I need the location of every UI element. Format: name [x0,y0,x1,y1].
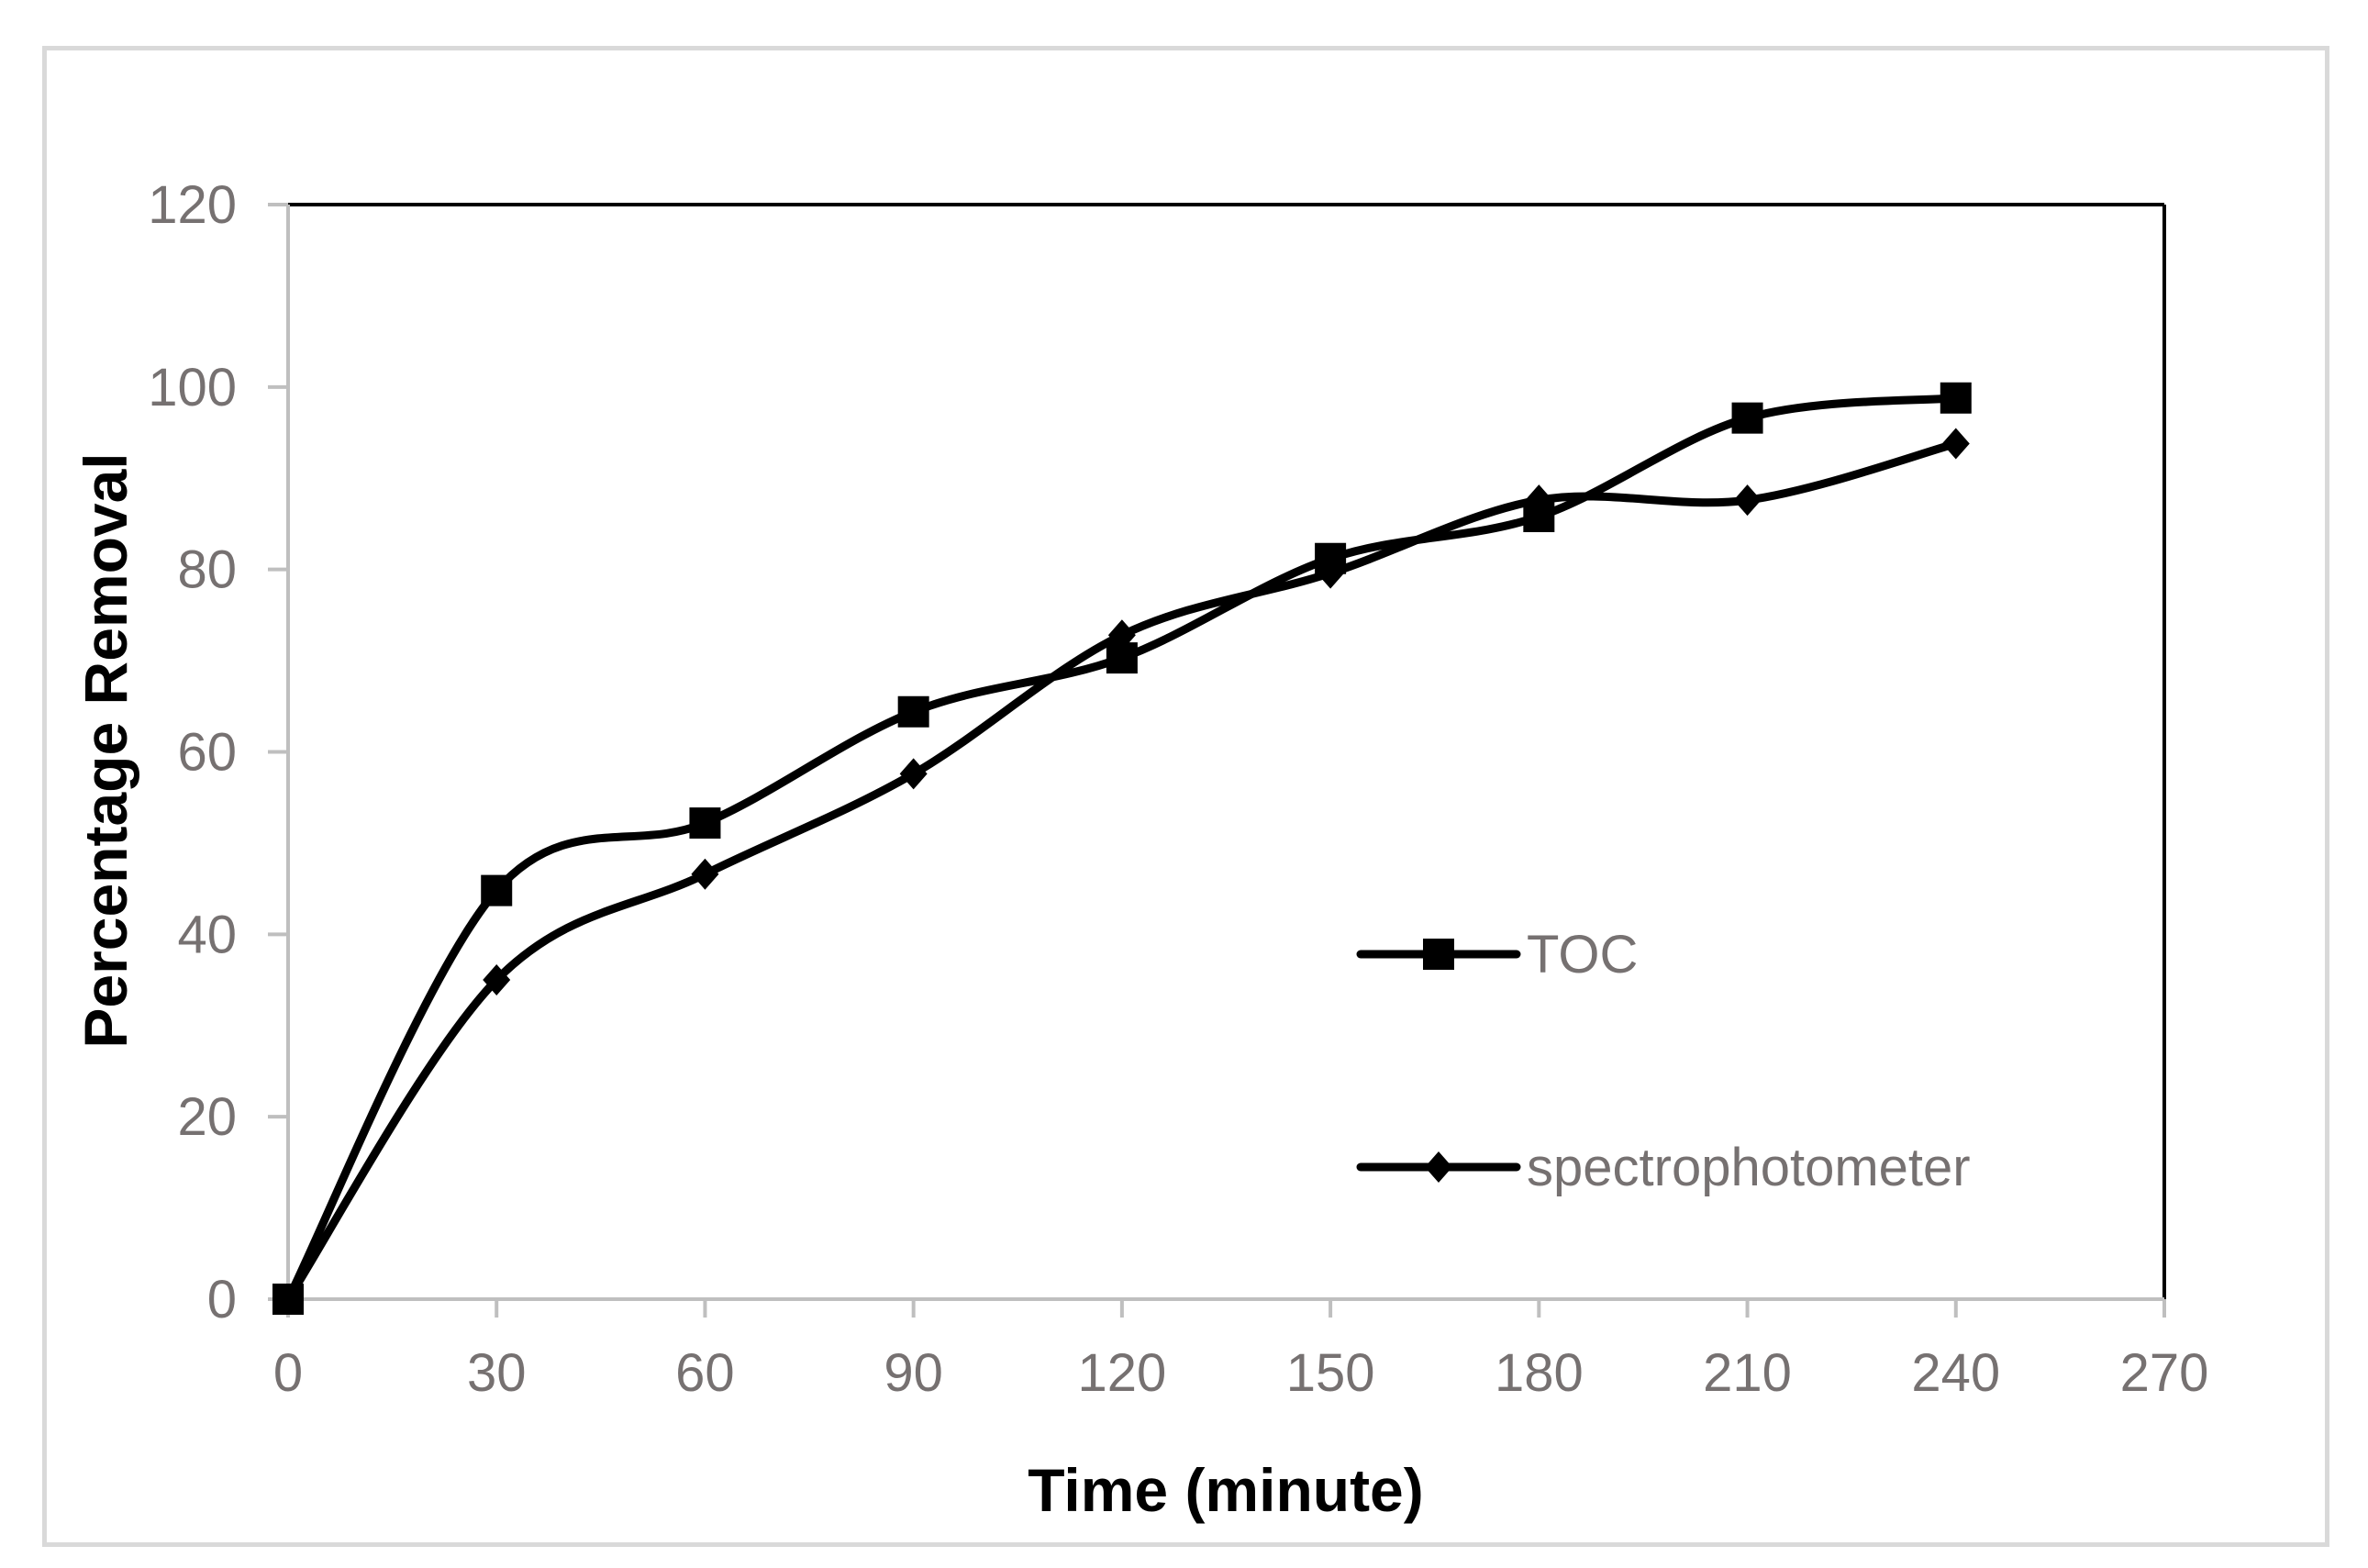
data-point-spectrophotometer [1525,484,1553,517]
legend-marker-toc [1423,939,1454,970]
x-tick-label: 240 [1911,1343,2000,1403]
data-point-toc [689,807,721,840]
x-tick-label: 30 [467,1343,527,1403]
series-layer [272,382,1972,1315]
x-tick-label: 0 [273,1343,303,1403]
y-axis: 0 20 40 60 80 100 120 [148,175,290,1329]
data-point-spectrophotometer [691,858,719,890]
x-tick-label: 270 [2120,1343,2209,1403]
y-tick-label: 80 [177,540,237,600]
data-point-toc [1731,402,1763,434]
y-axis-title: Percentage Removal [72,452,139,1048]
x-tick-label: 90 [884,1343,943,1403]
y-tick-label: 100 [148,358,237,417]
x-axis-title: Time (minute) [1028,1456,1423,1524]
legend-entry-spectrophotometer: spectrophotometer [1356,1138,1971,1197]
x-tick-label: 120 [1077,1343,1166,1403]
legend-entry-toc: TOC [1356,925,1638,984]
legend: TOC spectrophotometer [1356,925,1971,1197]
legend-label-toc: TOC [1527,925,1638,984]
x-tick-label: 150 [1286,1343,1375,1403]
y-tick-label: 40 [177,905,237,964]
data-point-spectrophotometer [483,964,511,996]
data-point-toc [1940,382,1972,414]
data-point-toc [481,874,513,906]
legend-marker-spectrophotometer [1425,1151,1452,1183]
series-spectrophotometer [274,428,1970,1315]
chart-frame [42,46,2329,1547]
y-tick-label: 20 [177,1087,237,1147]
x-tick-label: 180 [1495,1343,1584,1403]
x-tick-label: 210 [1703,1343,1792,1403]
x-tick-label: 60 [675,1343,735,1403]
data-point-spectrophotometer [1317,557,1345,589]
data-point-spectrophotometer [1733,484,1762,517]
data-point-toc [897,695,929,728]
data-point-spectrophotometer [1107,619,1136,651]
legend-label-spectrophotometer: spectrophotometer [1527,1138,1971,1197]
series-line-spectrophotometer [284,439,1957,1302]
data-point-spectrophotometer [274,1284,302,1315]
plot-area [288,203,2166,1299]
y-tick-label: 120 [148,175,237,235]
data-point-spectrophotometer [899,758,928,790]
data-point-spectrophotometer [1941,428,1970,460]
y-tick-label: 60 [177,723,237,783]
x-axis: 0 30 60 90 120 150 180 210 240 270 [273,1297,2209,1403]
y-tick-label: 0 [207,1270,237,1329]
